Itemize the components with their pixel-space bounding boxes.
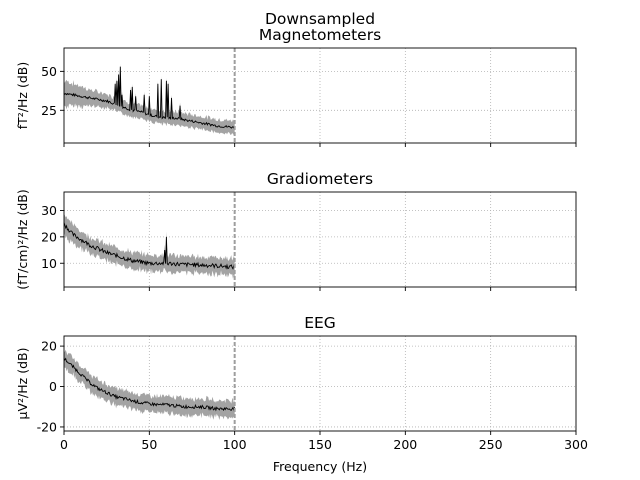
subplot-title: EEG <box>304 314 336 332</box>
figure-suptitle: Downsampled <box>265 10 375 28</box>
ytick-label: 0 <box>49 379 57 394</box>
xtick-label: 100 <box>223 437 247 452</box>
mean-line <box>63 222 236 270</box>
ytick-label: 10 <box>41 256 57 271</box>
std-band <box>64 213 235 279</box>
axes-frame <box>63 47 577 144</box>
subplot-1: 10 20 30 Gradiometers (fT/cm)²/Hz (dB) <box>15 170 577 291</box>
ytick-label: 25 <box>41 103 57 118</box>
ytick-label: 30 <box>41 203 57 218</box>
xtick-label: 250 <box>479 437 503 452</box>
subplot-title: Gradiometers <box>267 170 373 188</box>
subplot-0: 25 50 Magnetometers fT²/Hz (dB) <box>15 26 577 147</box>
xtick-label: 0 <box>60 437 68 452</box>
ytick-label: -20 <box>37 419 57 434</box>
xtick-label: 50 <box>141 437 157 452</box>
y-axis-label: (fT/cm)²/Hz (dB) <box>15 189 30 289</box>
xtick-label: 200 <box>393 437 417 452</box>
xtick-label: 300 <box>564 437 588 452</box>
std-band <box>64 349 235 421</box>
axes-frame <box>63 191 577 288</box>
axes-frame <box>63 335 577 432</box>
y-axis-label: fT²/Hz (dB) <box>15 62 30 129</box>
xtick-label: 150 <box>308 437 332 452</box>
y-axis-label: µV²/Hz (dB) <box>15 348 30 420</box>
mean-line <box>63 66 235 129</box>
mean-line <box>63 357 236 412</box>
subplot-title: Magnetometers <box>259 26 381 44</box>
ytick-label: 50 <box>41 64 57 79</box>
x-axis-label: Frequency (Hz) <box>273 459 367 474</box>
ytick-label: 20 <box>41 229 57 244</box>
ytick-label: 20 <box>41 339 57 354</box>
